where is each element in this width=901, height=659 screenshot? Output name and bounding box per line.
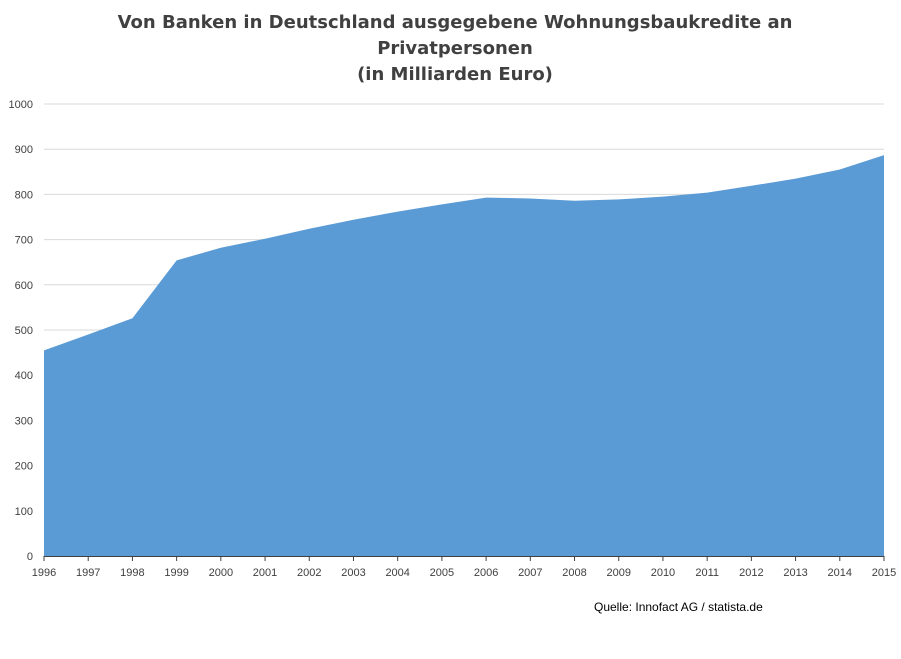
y-tick-label: 400 <box>15 370 33 382</box>
area-series <box>44 155 884 557</box>
x-tick-label: 2014 <box>828 567 852 579</box>
x-tick-label: 1997 <box>76 567 100 579</box>
x-tick-label: 2003 <box>341 567 365 579</box>
x-tick-label: 2012 <box>739 567 763 579</box>
y-tick-label: 200 <box>15 461 33 473</box>
y-tick-label: 1000 <box>9 99 33 111</box>
x-tick-label: 2008 <box>562 567 586 579</box>
area-fill <box>44 155 884 557</box>
x-tick-label: 2009 <box>606 567 630 579</box>
chart-title: Von Banken in Deutschland ausgegebene Wo… <box>0 10 901 88</box>
x-tick-label: 1996 <box>32 567 56 579</box>
x-tick-label: 2013 <box>783 567 807 579</box>
axes <box>43 556 885 561</box>
x-axis-ticks: 1996 1997 1998 1999 2000 2001 2002 2003 2004 2005… <box>32 567 896 579</box>
x-tick-label: 1999 <box>164 567 188 579</box>
y-tick-label: 500 <box>15 325 33 337</box>
y-axis-ticks: 0 100 200 300 400 500 600 700 800 900 1000 <box>9 99 33 563</box>
y-tick-label: 0 <box>27 551 33 563</box>
title-line-2: Privatpersonen <box>377 38 533 59</box>
x-tick-label: 1998 <box>120 567 144 579</box>
title-line-1: Von Banken in Deutschland ausgegebene Wo… <box>117 12 793 33</box>
x-tick-label: 2006 <box>474 567 498 579</box>
y-tick-label: 300 <box>15 415 33 427</box>
x-tick-label: 2015 <box>872 567 896 579</box>
y-tick-label: 900 <box>15 144 33 156</box>
x-tick-label: 2005 <box>430 567 454 579</box>
x-tick-label: 2011 <box>695 567 719 579</box>
y-tick-label: 600 <box>15 280 33 292</box>
y-tick-label: 700 <box>15 235 33 247</box>
y-tick-label: 800 <box>15 189 33 201</box>
x-tick-label: 2010 <box>651 567 675 579</box>
x-tick-label: 2004 <box>385 567 409 579</box>
title-line-3: (in Milliarden Euro) <box>357 64 553 85</box>
x-tick-label: 2007 <box>518 567 542 579</box>
x-tick-label: 2000 <box>209 567 233 579</box>
x-tick-label: 2002 <box>297 567 321 579</box>
y-tick-label: 100 <box>15 506 33 518</box>
x-tick-label: 2001 <box>253 567 277 579</box>
source-note: Quelle: Innofact AG / statista.de <box>594 600 763 614</box>
